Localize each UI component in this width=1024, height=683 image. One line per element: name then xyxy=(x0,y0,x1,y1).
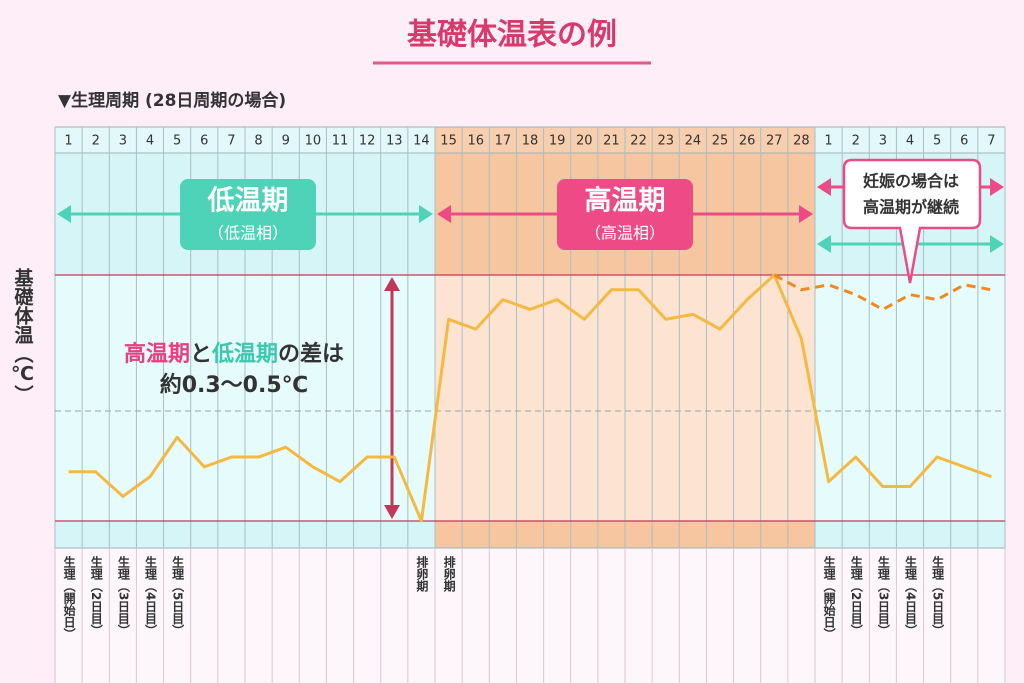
arrow-head xyxy=(990,178,1004,196)
notes-bg xyxy=(55,548,1005,683)
x-tick-label: 11 xyxy=(332,134,349,149)
difference-note-part: 高温期 xyxy=(124,341,190,367)
phase-box xyxy=(557,179,693,250)
x-tick-label: 15 xyxy=(440,134,457,149)
x-tick-label: 21 xyxy=(603,134,620,149)
difference-note: 高温期と低温期の差は xyxy=(124,341,344,367)
chart-title: 基礎体温表の例 xyxy=(407,18,617,53)
data-line xyxy=(68,273,992,523)
difference-note-part: 低温期 xyxy=(211,342,278,367)
x-tick-label: 13 xyxy=(386,134,403,149)
subtitle: ▼生理周期 (28日周期の場合) xyxy=(58,90,286,111)
phase-label: 高温期 xyxy=(585,185,666,217)
difference-note-part: の差は xyxy=(278,341,344,367)
x-tick-label: 2 xyxy=(852,134,860,149)
header-bg xyxy=(815,127,1005,153)
x-tick-label: 26 xyxy=(739,134,756,149)
x-tick-label: 1 xyxy=(64,134,72,149)
pregnancy-note: 高温期が継続 xyxy=(863,198,959,217)
day-note: 生理（4日目） xyxy=(904,555,918,637)
x-tick-label: 12 xyxy=(359,134,376,149)
x-tick-label: 2 xyxy=(92,134,100,149)
x-tick-label: 22 xyxy=(630,134,647,149)
phase-label: 低温期 xyxy=(207,186,289,217)
arrow-head xyxy=(384,277,400,291)
x-tick-label: 3 xyxy=(879,134,887,149)
x-tick-label: 20 xyxy=(576,134,593,149)
x-tick-label: 9 xyxy=(282,134,290,149)
x-tick-label: 7 xyxy=(227,134,235,149)
phase-box xyxy=(180,179,316,250)
arrow-head xyxy=(384,505,400,519)
day-note: 排卵期 xyxy=(415,555,429,593)
y-axis-label: 基礎体温（℃） xyxy=(12,267,35,404)
x-tick-label: 4 xyxy=(146,134,154,149)
data-line xyxy=(773,273,992,311)
callout xyxy=(842,158,982,284)
day-note: 生理（3日目） xyxy=(876,555,890,637)
day-note: 生理（5日目） xyxy=(171,555,185,637)
x-tick-label: 28 xyxy=(793,134,810,149)
x-tick-label: 8 xyxy=(254,134,262,149)
day-note: 生理（開始日） xyxy=(822,555,836,640)
x-tick-label: 23 xyxy=(657,134,674,149)
day-note: 生理（5日目） xyxy=(931,555,945,637)
arrow-head xyxy=(419,205,433,223)
x-tick-label: 5 xyxy=(173,134,181,149)
arrow-head xyxy=(437,205,451,223)
x-tick-label: 7 xyxy=(987,134,995,149)
arrow-head xyxy=(799,205,813,223)
arrow-head xyxy=(817,235,831,253)
x-tick-label: 18 xyxy=(522,134,539,149)
x-tick-label: 19 xyxy=(549,134,566,149)
band-bg xyxy=(815,521,1005,548)
x-tick-label: 6 xyxy=(200,134,208,149)
x-tick-label: 10 xyxy=(305,134,322,149)
day-note: 生理（開始日） xyxy=(62,555,76,640)
arrow-head xyxy=(57,205,71,223)
pregnancy-note: 妊娠の場合は xyxy=(863,172,959,191)
x-tick-label: 5 xyxy=(933,134,941,149)
day-note: 生理（3日目） xyxy=(116,555,130,637)
x-tick-label: 1 xyxy=(824,134,832,149)
plot-backgrounds xyxy=(54,126,1006,683)
x-tick-label: 3 xyxy=(119,134,127,149)
phase-sublabel: （高温相） xyxy=(585,224,665,243)
day-note: 生理（2日目） xyxy=(89,555,103,637)
x-tick-label: 17 xyxy=(495,134,512,149)
x-tick-label: 27 xyxy=(766,134,783,149)
plot-bg xyxy=(815,275,1005,521)
x-tick-label: 4 xyxy=(906,134,914,149)
day-note: 生理（2日目） xyxy=(849,555,863,637)
x-tick-label: 25 xyxy=(712,134,729,149)
x-tick-label: 16 xyxy=(467,134,484,149)
difference-note: 約0.3～0.5℃ xyxy=(160,372,309,398)
day-note: 排卵期 xyxy=(442,555,456,593)
day-note: 生理（4日目） xyxy=(144,555,158,637)
difference-note-part: と xyxy=(190,342,212,367)
x-tick-label: 24 xyxy=(685,134,702,149)
x-tick-label: 6 xyxy=(960,134,968,149)
x-tick-label: 14 xyxy=(413,134,430,149)
arrow-head xyxy=(817,178,831,196)
phase-sublabel: （低温相） xyxy=(208,224,288,243)
arrow-head xyxy=(990,235,1004,253)
